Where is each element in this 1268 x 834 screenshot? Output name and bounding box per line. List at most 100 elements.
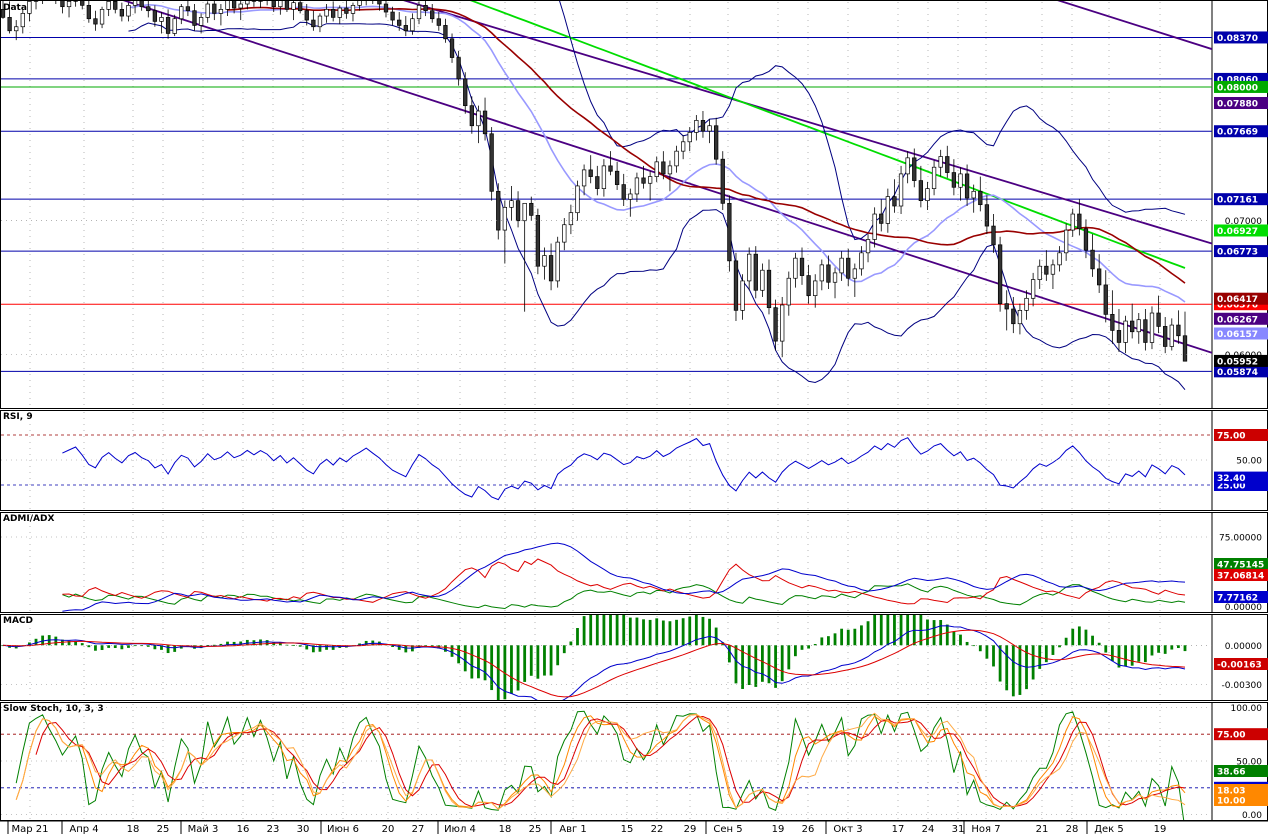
candle-body — [331, 9, 336, 18]
candle — [720, 151, 725, 211]
macd-histogram-bar — [906, 615, 910, 646]
candle-body — [1017, 309, 1023, 325]
macd-histogram-bar — [899, 615, 903, 646]
candle-body — [733, 260, 739, 311]
stoch-value-tag-bg — [1214, 765, 1268, 777]
candle-body — [20, 13, 25, 28]
rsi-value-tag-text: 32.40 — [1217, 474, 1245, 484]
candle — [238, 1, 243, 21]
candle-body — [760, 269, 765, 291]
candle-body — [1110, 314, 1115, 331]
candle — [575, 180, 580, 221]
candle-body — [674, 150, 679, 167]
candle-body — [951, 172, 957, 188]
candle — [700, 111, 706, 138]
macd-histogram-bar — [833, 633, 837, 646]
candle-body — [1004, 303, 1009, 310]
candle-body — [172, 18, 177, 34]
price-value-tag-text: 0.06417 — [1217, 295, 1258, 305]
macd-histogram-bar — [846, 629, 850, 646]
macd-histogram-bar — [160, 645, 163, 650]
candle-body — [278, 1, 283, 8]
macd-histogram-bar — [41, 635, 45, 646]
macd-histogram-bar — [932, 620, 936, 646]
macd-tick: -0.00300 — [1222, 681, 1263, 691]
candle — [1123, 315, 1128, 354]
candle-body — [390, 11, 395, 21]
candle — [608, 151, 613, 176]
candle-body — [892, 196, 897, 207]
candle — [7, 1, 12, 34]
candle-body — [443, 25, 448, 40]
candle — [251, 1, 257, 7]
candle — [733, 252, 739, 322]
price-value-tag-bg — [1214, 354, 1268, 367]
candle-body — [997, 244, 1003, 305]
candle — [1143, 309, 1148, 351]
candle — [152, 5, 158, 27]
candle — [964, 164, 970, 207]
candle-body — [608, 165, 613, 172]
macd-histogram-bar — [1176, 645, 1180, 649]
candle — [687, 127, 692, 152]
candle-body — [938, 156, 943, 168]
macd-histogram-bar — [113, 645, 117, 649]
macd-histogram-bar — [523, 645, 527, 682]
candle-body — [1083, 228, 1089, 251]
level-tag-bg — [1214, 245, 1268, 258]
date-label: 22 — [651, 824, 664, 834]
rsi-value-tag-bg — [1214, 471, 1268, 484]
macd-histogram-bar — [311, 645, 315, 653]
candle — [515, 191, 521, 228]
candle — [766, 259, 772, 315]
candle — [365, 1, 367, 6]
candle-body — [126, 5, 131, 17]
candle — [291, 1, 296, 21]
candle — [1083, 219, 1089, 259]
ma-short-line — [128, 3, 1186, 303]
candle — [60, 1, 65, 14]
macd-histogram-bar — [80, 643, 84, 646]
level-tag-bg — [1214, 193, 1268, 206]
candle — [1090, 234, 1095, 277]
macd-histogram-bar — [28, 642, 31, 646]
macd-histogram-bar — [727, 645, 731, 663]
candle — [119, 2, 125, 22]
level-tag-text: 0.07669 — [1217, 128, 1258, 138]
candle — [423, 1, 428, 17]
candle — [416, 1, 422, 25]
candle-body — [1057, 252, 1062, 266]
macd-histogram-bar — [952, 631, 956, 646]
stoch-value-tag: 38.66 — [1214, 765, 1268, 778]
candle-body — [489, 133, 494, 192]
candle — [390, 6, 395, 26]
candle-body — [753, 253, 758, 291]
candle — [872, 207, 877, 248]
macd-histogram-bar — [536, 645, 540, 679]
candle-body — [298, 2, 303, 12]
dmi-value-tag-bg — [1214, 569, 1268, 581]
candle-body — [198, 17, 204, 26]
candle — [146, 1, 151, 18]
candle-body — [496, 190, 501, 231]
candle-body — [641, 177, 646, 184]
level-tag-text: 0.06376 — [1217, 301, 1258, 311]
stoch-tick: 50.00 — [1236, 758, 1262, 768]
candle — [780, 296, 785, 358]
macd-histogram-bar — [622, 615, 626, 646]
candle — [529, 196, 534, 221]
candle-body — [1070, 213, 1075, 231]
macd-histogram-bar — [569, 641, 573, 646]
adx-line — [62, 542, 1186, 612]
candle — [522, 202, 527, 312]
candle-body — [925, 188, 930, 202]
candle-body — [192, 10, 197, 26]
stoch-value-tag-text: 38.66 — [1217, 768, 1245, 778]
candle-body — [879, 213, 884, 224]
macd-histogram-bar — [278, 642, 282, 646]
candle — [931, 160, 937, 196]
candle — [1057, 246, 1062, 272]
candle-body — [654, 161, 659, 177]
candle — [661, 151, 666, 180]
candle — [826, 255, 831, 289]
